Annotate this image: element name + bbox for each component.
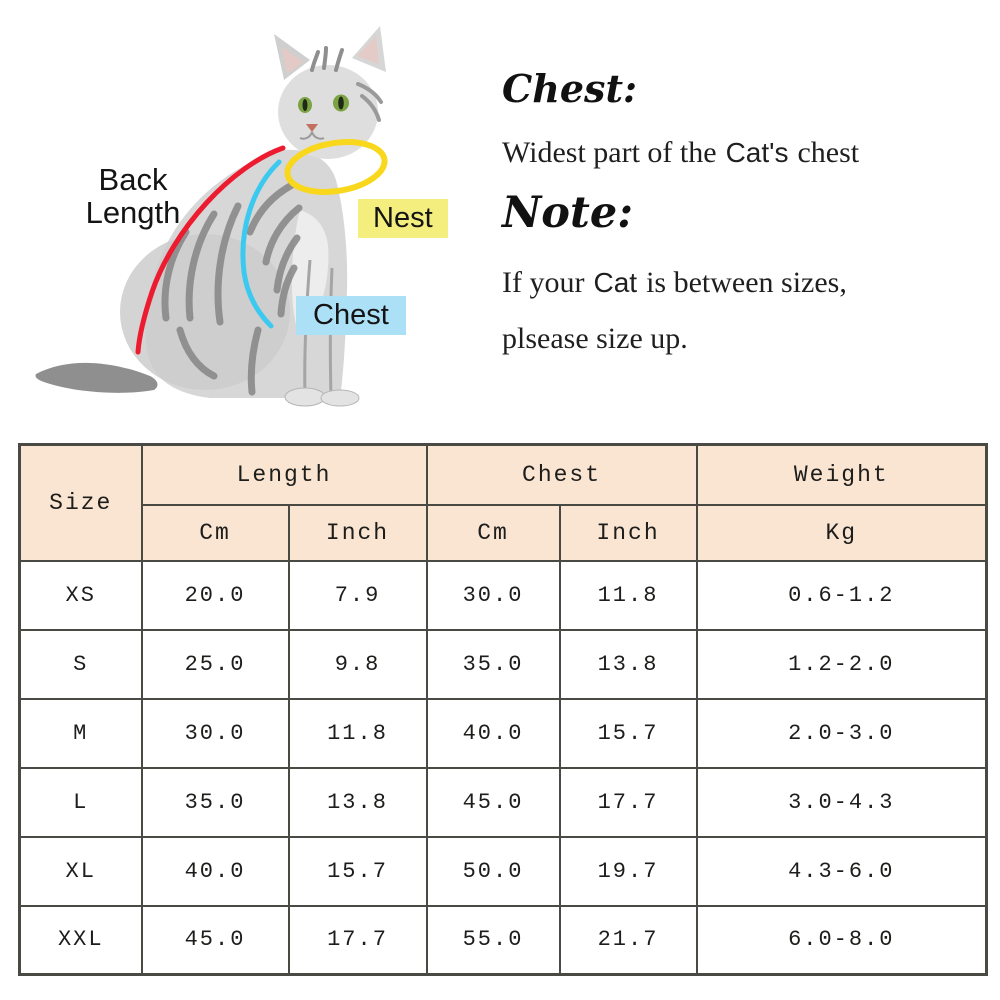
chest-desc-part1: Widest part of the (502, 136, 717, 169)
table-row: XS 20.0 7.9 30.0 11.8 0.6-1.2 (18, 559, 988, 631)
value-cell: 7.9 (287, 559, 428, 631)
table-row: XXL 45.0 17.7 55.0 21.7 6.0-8.0 (18, 904, 988, 976)
size-cell: XL (18, 835, 143, 907)
value-cell: 50.0 (425, 835, 561, 907)
cat-nose (306, 124, 318, 132)
back-length-label-line1: Back (98, 162, 168, 197)
value-cell: 40.0 (425, 697, 561, 769)
size-cell: XS (18, 559, 143, 631)
table-row: S 25.0 9.8 35.0 13.8 1.2-2.0 (18, 628, 988, 700)
value-cell: 11.8 (287, 697, 428, 769)
value-cell: 45.0 (140, 904, 290, 976)
value-cell: 19.7 (558, 835, 698, 907)
value-cell: 25.0 (140, 628, 290, 700)
header-size: Size (18, 443, 143, 562)
note-text-line2: plsease size up. (502, 322, 688, 355)
value-cell: 30.0 (140, 697, 290, 769)
cat-paw (284, 387, 326, 407)
note-cat-word: Cat (593, 267, 638, 298)
value-cell: 13.8 (287, 766, 428, 838)
table-row: L 35.0 13.8 45.0 17.7 3.0-4.3 (18, 766, 988, 838)
value-cell: 11.8 (558, 559, 698, 631)
header-length-cm: Cm (140, 503, 290, 562)
back-length-label: Back Length (58, 162, 208, 230)
size-cell: XXL (18, 904, 143, 976)
cat-body-stripes (161, 181, 303, 396)
value-cell: 55.0 (425, 904, 561, 976)
cat-ear-inner (281, 46, 303, 74)
size-cell: M (18, 697, 143, 769)
value-cell: 35.0 (425, 628, 561, 700)
cat-illustration (35, 26, 388, 407)
header-length-inch: Inch (287, 503, 428, 562)
value-cell: 1.2-2.0 (695, 628, 988, 700)
value-cell: 9.8 (287, 628, 428, 700)
cat-mouth (299, 131, 325, 140)
value-cell: 45.0 (425, 766, 561, 838)
note-part1: If your (502, 266, 585, 299)
value-cell: 40.0 (140, 835, 290, 907)
value-cell: 0.6-1.2 (695, 559, 988, 631)
value-cell: 15.7 (287, 835, 428, 907)
cat-head (278, 65, 378, 159)
value-cell: 20.0 (140, 559, 290, 631)
chest-label: Chest (296, 296, 406, 335)
chest-heading: Chest: (502, 66, 638, 111)
header-chest-inch: Inch (558, 503, 698, 562)
cat-pupil (302, 99, 308, 111)
nest-label: Nest (358, 199, 448, 238)
note-heading: Note: (502, 188, 634, 238)
chest-description: Widest part of the Cat's chest (502, 136, 994, 170)
cat-forehead-stripes (310, 46, 344, 72)
cat-pupil (338, 96, 344, 110)
cat-paw (320, 389, 360, 407)
value-cell: 3.0-4.3 (695, 766, 988, 838)
table-row: XL 40.0 15.7 50.0 19.7 4.3-6.0 (18, 835, 988, 907)
cat-tail (35, 362, 158, 393)
value-cell: 4.3-6.0 (695, 835, 988, 907)
table-row: M 30.0 11.8 40.0 15.7 2.0-3.0 (18, 697, 988, 769)
size-table-header: Size Length Chest Weight Cm Inch Cm Inch… (18, 443, 988, 562)
size-cell: L (18, 766, 143, 838)
cat-haunch (120, 234, 290, 390)
back-length-line (135, 145, 286, 355)
value-cell: 21.7 (558, 904, 698, 976)
value-cell: 30.0 (425, 559, 561, 631)
back-length-label-line2: Length (85, 194, 181, 230)
size-table: Size Length Chest Weight Cm Inch Cm Inch… (18, 443, 989, 976)
nest-ring (284, 139, 388, 195)
header-chest-cm: Cm (425, 503, 561, 562)
chest-desc-cat-word: Cat's (725, 137, 789, 168)
value-cell: 35.0 (140, 766, 290, 838)
chest-desc-part3: chest (797, 136, 860, 169)
value-cell: 13.8 (558, 628, 698, 700)
header-weight-kg: Kg (695, 503, 988, 562)
size-cell: S (18, 628, 143, 700)
header-length: Length (140, 443, 428, 506)
chest-line (240, 159, 282, 329)
header-chest: Chest (425, 443, 698, 506)
value-cell: 6.0-8.0 (695, 904, 988, 976)
cat-cheek-stripes (356, 82, 383, 122)
value-cell: 17.7 (287, 904, 428, 976)
header-weight: Weight (695, 443, 988, 506)
cat-ear-inner (357, 36, 379, 64)
value-cell: 17.7 (558, 766, 698, 838)
value-cell: 2.0-3.0 (695, 697, 988, 769)
value-cell: 15.7 (558, 697, 698, 769)
note-part3: is between sizes, (646, 266, 847, 299)
note-text-line1: If your Cat is between sizes, (502, 266, 994, 300)
